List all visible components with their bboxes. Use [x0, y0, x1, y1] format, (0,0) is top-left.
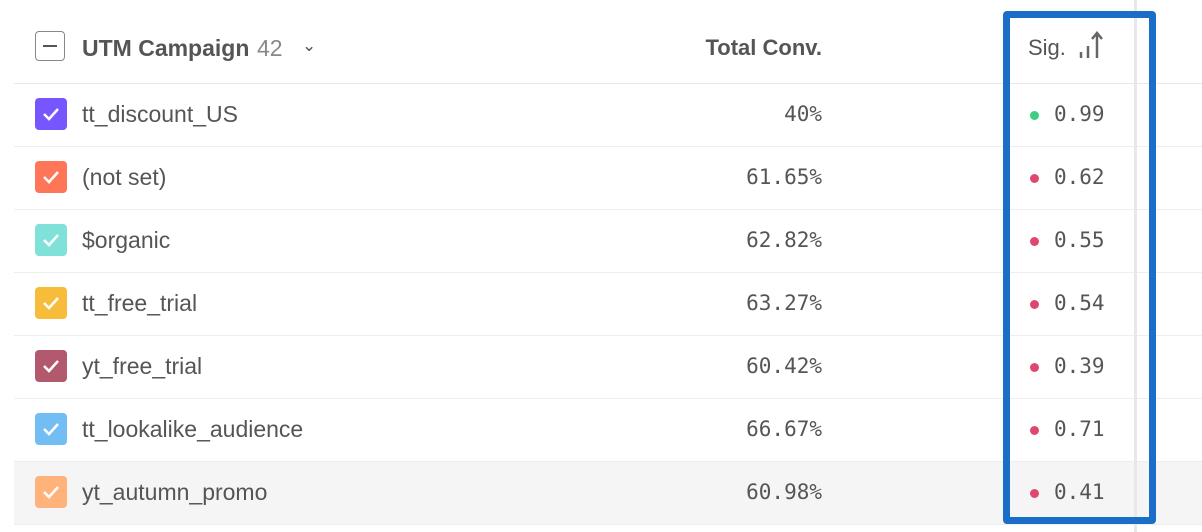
check-icon — [43, 108, 59, 121]
campaign-name: yt_autumn_promo — [82, 479, 268, 505]
significance-value: 0.99 — [1054, 102, 1105, 126]
campaign-name: yt_free_trial — [82, 353, 203, 379]
row-checkbox[interactable] — [35, 476, 67, 508]
row-checkbox[interactable] — [35, 413, 67, 445]
total-conv-value: 60.98% — [746, 480, 822, 504]
total-conv-header[interactable]: Total Conv. — [705, 35, 822, 60]
significance-value: 0.62 — [1054, 165, 1105, 189]
campaign-name: $organic — [82, 227, 171, 253]
table-row[interactable]: tt_free_trial 63.27% 0.54 — [14, 273, 1202, 336]
check-icon — [43, 360, 59, 373]
check-icon — [43, 297, 59, 310]
row-checkbox[interactable] — [35, 161, 67, 193]
significance-dot — [1030, 363, 1039, 372]
check-icon — [43, 486, 59, 499]
total-conv-value: 60.42% — [746, 354, 822, 378]
significance-value: 0.54 — [1054, 291, 1105, 315]
total-conv-value: 40% — [784, 102, 822, 126]
significance-dot — [1030, 489, 1039, 498]
significance-dot — [1030, 111, 1039, 120]
table-row[interactable]: tt_discount_US 40% 0.99 — [14, 84, 1202, 147]
sig-column-highlight — [1003, 11, 1156, 524]
campaign-name: (not set) — [82, 164, 167, 190]
minus-icon — [43, 45, 57, 47]
chevron-down-icon[interactable]: ⌄ — [302, 36, 317, 55]
table-row[interactable]: $organic 62.82% 0.55 — [14, 210, 1202, 273]
campaign-name: tt_lookalike_audience — [82, 416, 304, 442]
significance-value: 0.41 — [1054, 480, 1105, 504]
significance-value: 0.55 — [1054, 228, 1105, 252]
check-icon — [43, 234, 59, 247]
sort-ascending-icon[interactable] — [1078, 30, 1104, 60]
table-header: UTM Campaign 42 ⌄ Total Conv. Sig. — [14, 0, 1202, 84]
table-row[interactable]: tt_lookalike_audience 66.67% 0.71 — [14, 399, 1202, 462]
column-divider — [1134, 0, 1137, 532]
total-conv-value: 66.67% — [746, 417, 822, 441]
row-checkbox[interactable] — [35, 224, 67, 256]
significance-value: 0.71 — [1054, 417, 1105, 441]
significance-dot — [1030, 174, 1039, 183]
significance-dot — [1030, 237, 1039, 246]
campaign-name: tt_discount_US — [82, 101, 238, 127]
total-conv-value: 61.65% — [746, 165, 822, 189]
total-conv-value: 63.27% — [746, 291, 822, 315]
table-row[interactable]: (not set) 61.65% 0.62 — [14, 147, 1202, 210]
significance-dot — [1030, 426, 1039, 435]
sig-header[interactable]: Sig. — [1028, 35, 1066, 60]
total-conv-value: 62.82% — [746, 228, 822, 252]
table-row[interactable]: yt_free_trial 60.42% 0.39 — [14, 336, 1202, 399]
significance-value: 0.39 — [1054, 354, 1105, 378]
row-checkbox[interactable] — [35, 98, 67, 130]
count-badge: 42 — [257, 35, 283, 61]
row-checkbox[interactable] — [35, 350, 67, 382]
select-all-checkbox[interactable] — [35, 31, 65, 61]
campaign-name: tt_free_trial — [82, 290, 198, 316]
check-icon — [43, 171, 59, 184]
check-icon — [43, 423, 59, 436]
column-label: UTM Campaign — [82, 35, 250, 61]
row-checkbox[interactable] — [35, 287, 67, 319]
significance-dot — [1030, 300, 1039, 309]
